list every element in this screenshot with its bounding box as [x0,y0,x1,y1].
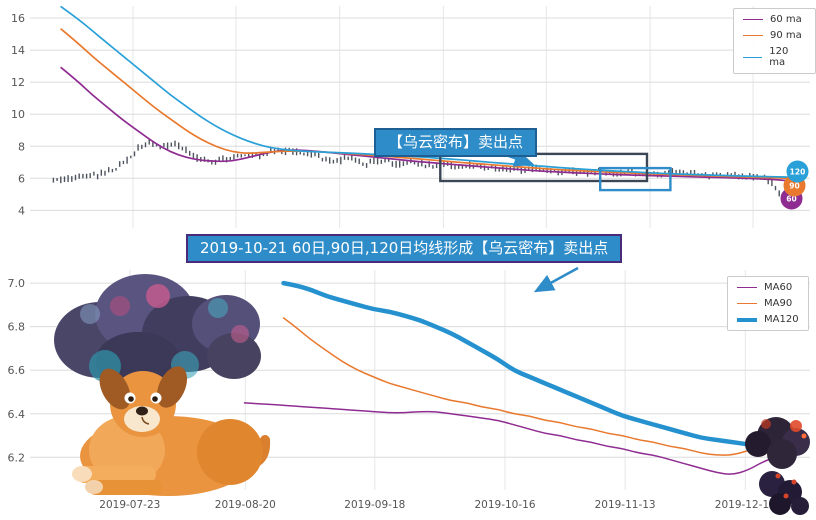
ma60-line-swatch [743,19,763,20]
top-y-tick-label: 6 [18,172,25,185]
badge-label: 120 [790,167,806,176]
top-y-tick-label: 10 [11,108,25,121]
bottom-x-tick-label: 2019-07-23 [99,499,160,511]
bottom-chart-svg: 2019-07-23 2019-08-20 2019-09-18 2019-10-16… [8,270,810,511]
bottom-x-tick-label: 2019-10-16 [474,499,535,511]
bottom-line-MA90 [282,317,776,456]
storm-berries-illustration [745,417,810,515]
top-grid: 16 14 12 10 8 6 4 [11,6,810,228]
legend-item-MA90: MA90 [737,298,799,309]
ma-end-badge-120 [786,160,809,183]
top-chart-legend: 60 ma 90 ma 120 ma [733,8,816,74]
bottom-x-tick-label: 2019-12-12 [715,499,776,511]
legend-item-90ma: 90 ma [743,30,806,41]
bottom-y-tick-label: 6.2 [8,451,26,464]
legend-label-MA90: MA90 [764,298,793,309]
sell-point-annotation: 【乌云密布】卖出点 [374,128,538,157]
legend-label-MA120: MA120 [764,314,799,325]
badge-label: 60 [786,194,796,203]
legend-label-120ma: 120 ma [769,46,789,68]
dog-drawing [72,366,271,496]
legend-item-MA60: MA60 [737,282,799,293]
bottom-line-MA120 [281,280,778,451]
MA60-line-swatch [737,287,757,288]
top-y-tick-label: 4 [18,204,25,217]
MA90-line-swatch [737,303,757,304]
top-y-tick-label: 12 [11,76,25,89]
bottom-y-tick-label: 7.0 [8,277,26,290]
bottom-grid: 2019-07-23 2019-08-20 2019-09-18 2019-10-16… [8,270,810,511]
top-line-ma120 [60,5,792,179]
bottom-x-tick-label: 2019-08-20 [215,499,276,511]
bottom-chart-legend: MA60 MA90 MA120 [727,276,809,331]
ma120-line-swatch [743,56,763,58]
bottom-line-MA60 [243,402,776,475]
MA120-line-swatch [737,317,757,322]
top-y-tick-label: 8 [18,140,25,153]
legend-label-60ma: 60 ma [770,14,802,25]
formation-date-annotation: 2019-10-21 60日,90日,120日均线形成【乌云密布】卖出点 [186,234,623,263]
legend-item-60ma: 60 ma [743,14,806,25]
bottom-y-tick-label: 6.8 [8,321,26,334]
legend-item-MA120: MA120 [737,314,799,325]
ma90-line-swatch [743,35,763,36]
legend-label-90ma: 90 ma [770,30,802,41]
badge-label: 90 [789,181,799,190]
top-y-tick-label: 14 [11,44,25,57]
legend-label-MA60: MA60 [764,282,793,293]
bottom-x-tick-label: 2019-11-13 [595,499,656,511]
top-y-tick-label: 16 [11,12,25,25]
top-chart-svg: 16 14 12 10 8 6 4 60 90 120 [11,5,810,228]
legend-item-120ma: 120 ma [743,46,806,68]
bottom-x-tick-label: 2019-09-18 [344,499,405,511]
bottom-y-tick-label: 6.6 [8,364,26,377]
storm-cloud-drawing [54,274,261,388]
dark-cloud-dog-illustration [54,274,271,496]
top-line-ma60 [60,66,792,182]
highlight-box [599,166,672,192]
bottom-y-tick-label: 6.4 [8,408,26,421]
